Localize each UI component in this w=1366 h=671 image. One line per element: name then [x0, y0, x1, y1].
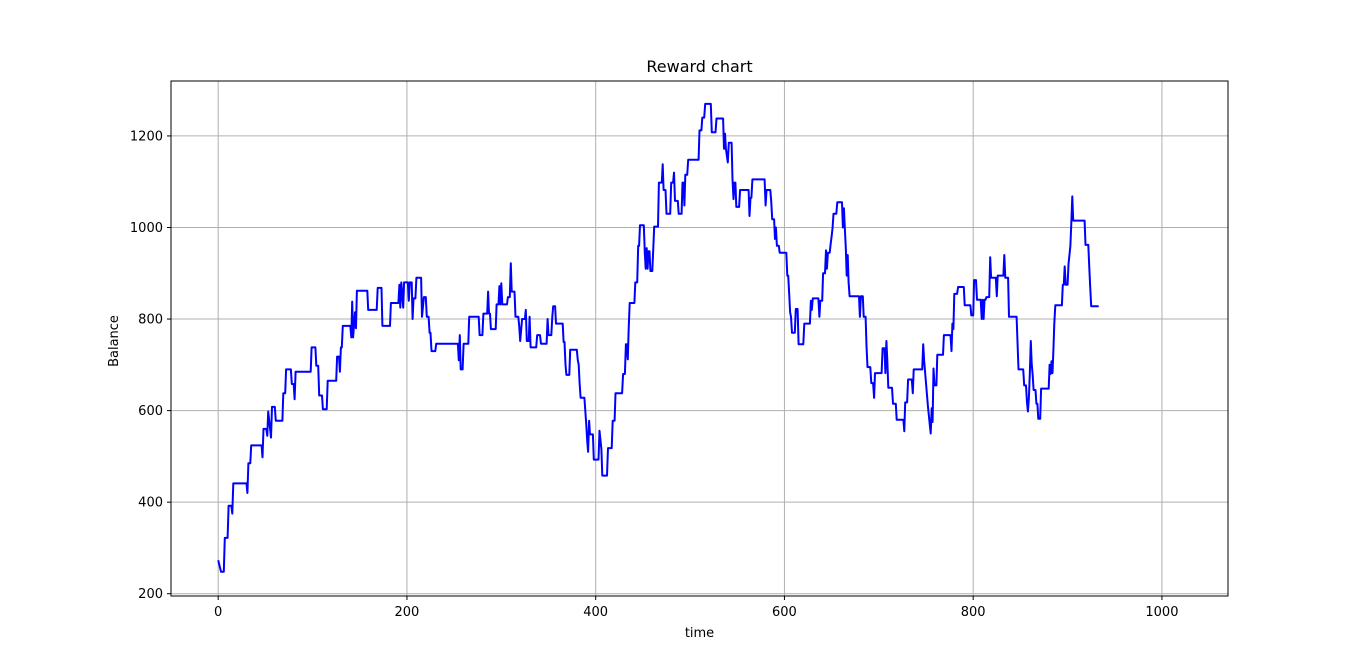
y-tick-label: 800 — [138, 313, 163, 328]
x-tick-label: 1000 — [1145, 605, 1178, 620]
plot-frame — [170, 80, 1229, 597]
y-tick-label: 1200 — [130, 129, 163, 144]
x-tick-label: 0 — [214, 605, 222, 620]
x-tick-label: 800 — [961, 605, 986, 620]
y-tick-label: 400 — [138, 496, 163, 511]
y-axis-label: Balance — [107, 315, 122, 367]
grid — [171, 81, 1228, 596]
x-axis: 0 200 400 600 800 1000 — [214, 596, 1178, 620]
x-tick-label: 600 — [772, 605, 797, 620]
series-layer — [217, 102, 1099, 573]
y-tick-label: 200 — [138, 587, 163, 602]
y-axis: 200 400 600 800 1000 1200 — [130, 129, 171, 602]
x-tick-label: 200 — [395, 605, 420, 620]
x-axis-label: time — [685, 626, 714, 641]
series-line — [217, 102, 1099, 573]
y-tick-label: 1000 — [130, 221, 163, 236]
y-tick-label: 600 — [138, 404, 163, 419]
chart-title: Reward chart — [646, 57, 752, 76]
x-tick-label: 400 — [583, 605, 608, 620]
